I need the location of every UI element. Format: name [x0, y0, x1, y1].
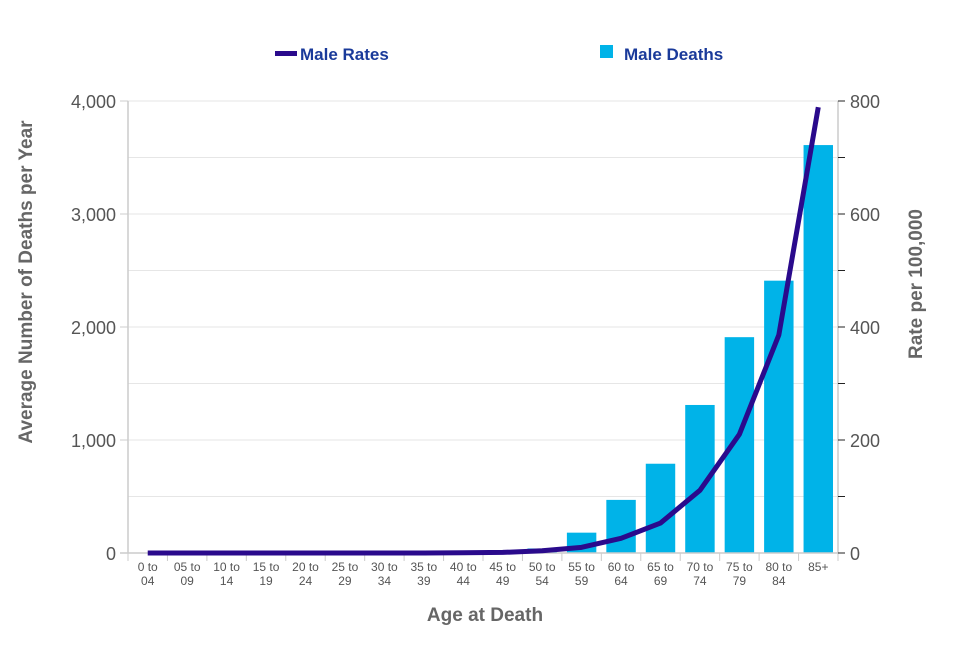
x-tick-label: 60 to — [608, 560, 635, 574]
y2-axis-title: Rate per 100,000 — [906, 209, 927, 359]
y2-tick-label: 400 — [850, 318, 880, 338]
x-tick-label: 55 to — [568, 560, 595, 574]
x-tick-label: 40 to — [450, 560, 477, 574]
x-tick-label: 69 — [654, 574, 668, 588]
x-tick-label: 59 — [575, 574, 589, 588]
tick-labels: 0 1,000 2,000 3,000 4,000 0 200 400 600 800 0 to04… — [71, 92, 880, 588]
y-axis-title: Average Number of Deaths per Year — [16, 120, 37, 444]
x-tick-label: 24 — [299, 574, 313, 588]
gridlines — [128, 100, 838, 497]
x-tick-label: 80 to — [765, 560, 792, 574]
legend-label-male-deaths: Male Deaths — [624, 45, 723, 64]
x-tick-label: 14 — [220, 574, 234, 588]
rate-line — [147, 106, 821, 556]
legend[interactable]: Male Rates Male Deaths — [275, 45, 723, 64]
x-tick-label: 70 to — [687, 560, 714, 574]
y2-tick-label: 0 — [850, 544, 860, 564]
x-tick-label: 20 to — [292, 560, 319, 574]
y2-tick-label: 800 — [850, 92, 880, 112]
legend-swatch-male-deaths — [600, 45, 613, 58]
x-tick-label: 15 to — [253, 560, 280, 574]
y-tick-label: 4,000 — [71, 92, 116, 112]
legend-swatch-male-rates — [275, 51, 297, 56]
x-tick-label: 0 to — [138, 560, 158, 574]
x-tick-label: 25 to — [332, 560, 359, 574]
y2-tick-label: 600 — [850, 205, 880, 225]
x-tick-label: 44 — [457, 574, 471, 588]
x-tick-label: 79 — [733, 574, 747, 588]
male-rates-line — [147, 106, 821, 556]
y-tick-label: 1,000 — [71, 431, 116, 451]
y2-tick-label: 200 — [850, 431, 880, 451]
x-tick-label: 75 to — [726, 560, 753, 574]
x-tick-label: 05 to — [174, 560, 201, 574]
x-axis-title: Age at Death — [427, 605, 543, 626]
x-tick-label: 35 to — [410, 560, 437, 574]
x-tick-label: 74 — [693, 574, 707, 588]
x-tick-label: 85+ — [808, 560, 828, 574]
x-tick-label: 64 — [614, 574, 628, 588]
bars — [488, 145, 833, 553]
y-tick-label: 0 — [106, 544, 116, 564]
x-tick-label: 50 to — [529, 560, 556, 574]
x-tick-label: 19 — [259, 574, 273, 588]
x-tick-label: 10 to — [213, 560, 240, 574]
bar-12 — [606, 499, 636, 553]
bar-13 — [645, 463, 676, 553]
legend-label-male-rates: Male Rates — [300, 45, 389, 64]
x-tick-label: 39 — [417, 574, 431, 588]
x-tick-label: 30 to — [371, 560, 398, 574]
y-tick-label: 3,000 — [71, 205, 116, 225]
x-tick-label: 49 — [496, 574, 510, 588]
x-tick-label: 54 — [535, 574, 549, 588]
x-tick-label: 45 to — [489, 560, 516, 574]
x-tick-label: 09 — [180, 574, 194, 588]
x-tick-label: 65 to — [647, 560, 674, 574]
x-tick-label: 34 — [378, 574, 392, 588]
x-tick-label: 84 — [772, 574, 786, 588]
y-tick-label: 2,000 — [71, 318, 116, 338]
x-tick-label: 04 — [141, 574, 155, 588]
x-tick-label: 29 — [338, 574, 352, 588]
bar-17 — [803, 145, 833, 553]
